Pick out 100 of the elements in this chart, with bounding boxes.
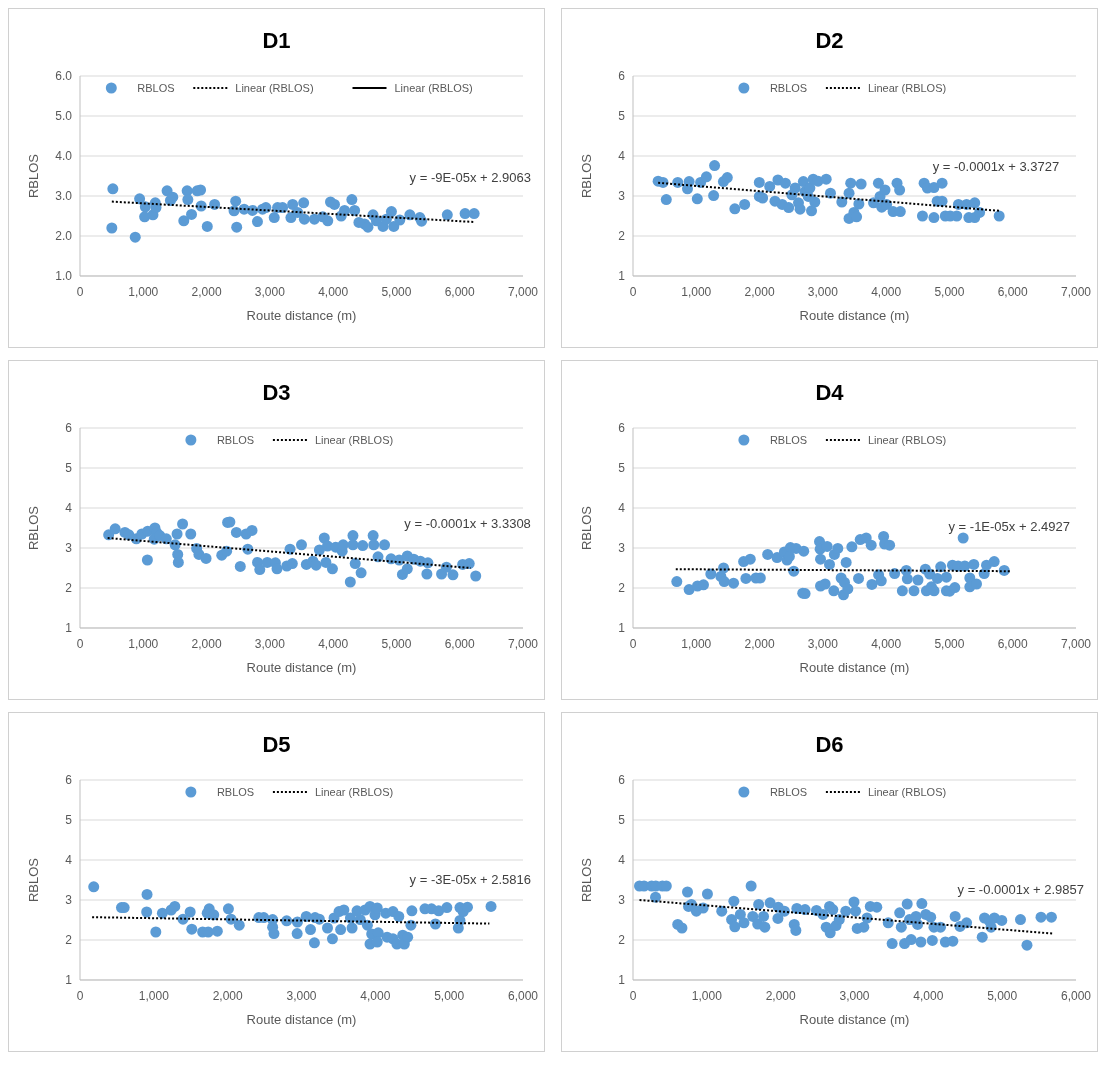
x-tick-label: 4,000 bbox=[913, 989, 944, 1003]
legend-label: RBLOS bbox=[216, 433, 255, 446]
legend-label: Linear (RBLOS) bbox=[235, 81, 314, 94]
y-tick-label: 5.0 bbox=[55, 109, 73, 124]
annotation: y = -1E-05x + 2.4927 bbox=[948, 519, 1070, 535]
y-tick-label: 5 bbox=[618, 461, 626, 476]
y-tick-label: 5 bbox=[618, 813, 626, 828]
annotation: y = -3E-05x + 2.5816 bbox=[409, 871, 531, 887]
x-tick-label: 5,000 bbox=[934, 637, 965, 651]
y-axis-title: RBLOS bbox=[26, 153, 41, 199]
x-tick-label: 1,000 bbox=[128, 285, 159, 299]
x-tick-label: 0 bbox=[76, 637, 84, 651]
y-tick-label: 4.0 bbox=[55, 149, 73, 164]
y-axis-title: RBLOS bbox=[579, 153, 594, 199]
x-tick-label: 1,000 bbox=[681, 637, 712, 651]
x-tick-label: 2,000 bbox=[191, 637, 222, 651]
y-axis-title: RBLOS bbox=[579, 857, 594, 903]
x-tick-label: 3,000 bbox=[807, 285, 839, 299]
x-tick-label: 2,000 bbox=[212, 989, 244, 1003]
x-tick-label: 2,000 bbox=[765, 989, 797, 1003]
x-tick-label: 1,000 bbox=[138, 989, 170, 1003]
annotation: y = -9E-05x + 2.9063 bbox=[409, 170, 531, 185]
chart-title: D5 bbox=[262, 732, 291, 757]
x-tick-label: 1,000 bbox=[691, 989, 723, 1003]
x-axis-title: Route distance (m) bbox=[246, 660, 357, 675]
legend-label: Linear (RBLOS) bbox=[314, 785, 394, 798]
y-tick-label: 2 bbox=[618, 229, 626, 244]
x-tick-label: 6,000 bbox=[444, 637, 476, 651]
y-tick-label: 4 bbox=[65, 853, 73, 868]
legend-label: Linear (RBLOS) bbox=[314, 433, 394, 446]
x-tick-label: 0 bbox=[76, 989, 84, 1003]
legend-label: Linear (RBLOS) bbox=[394, 81, 473, 94]
chart-title: D2 bbox=[815, 28, 844, 53]
y-axis-title: RBLOS bbox=[579, 505, 594, 551]
y-tick-label: 1 bbox=[65, 973, 73, 988]
x-tick-label: 4,000 bbox=[318, 285, 349, 299]
x-tick-label: 5,000 bbox=[934, 285, 965, 299]
y-tick-label: 3.0 bbox=[55, 189, 73, 204]
legend-label: RBLOS bbox=[216, 785, 255, 798]
y-tick-label: 6 bbox=[65, 773, 73, 788]
x-tick-label: 2,000 bbox=[744, 285, 775, 299]
y-axis-title: RBLOS bbox=[26, 857, 41, 903]
x-tick-label: 5,000 bbox=[381, 637, 412, 651]
y-tick-label: 2 bbox=[65, 933, 73, 948]
y-tick-label: 3 bbox=[618, 189, 626, 204]
y-tick-label: 3 bbox=[618, 541, 626, 556]
x-tick-label: 6,000 bbox=[444, 285, 476, 299]
y-tick-label: 1 bbox=[65, 621, 73, 636]
annotation: y = -0.0001x + 3.3308 bbox=[404, 516, 531, 531]
y-tick-label: 5 bbox=[618, 109, 626, 124]
x-tick-label: 5,000 bbox=[434, 989, 465, 1003]
x-axis-title: Route distance (m) bbox=[246, 308, 357, 323]
legend-label: RBLOS bbox=[769, 81, 808, 94]
y-tick-label: 6 bbox=[618, 69, 626, 84]
x-tick-label: 0 bbox=[76, 285, 84, 299]
y-tick-label: 5 bbox=[65, 461, 73, 476]
legend-label: RBLOS bbox=[769, 785, 808, 798]
y-tick-label: 1 bbox=[618, 973, 626, 988]
y-tick-label: 4 bbox=[618, 853, 626, 868]
x-tick-label: 1,000 bbox=[681, 285, 712, 299]
x-tick-label: 0 bbox=[629, 989, 637, 1003]
y-tick-label: 6 bbox=[618, 421, 626, 436]
x-tick-label: 1,000 bbox=[128, 637, 159, 651]
y-tick-label: 6.0 bbox=[55, 69, 73, 84]
x-tick-label: 3,000 bbox=[807, 637, 839, 651]
legend-label: Linear (RBLOS) bbox=[867, 785, 947, 798]
y-tick-label: 2 bbox=[618, 581, 626, 596]
x-tick-label: 5,000 bbox=[987, 989, 1018, 1003]
annotation: y = -0.0001x + 2.9857 bbox=[957, 881, 1084, 897]
x-axis-title: Route distance (m) bbox=[799, 1012, 910, 1027]
y-tick-label: 1 bbox=[618, 621, 626, 636]
y-tick-label: 4 bbox=[618, 149, 626, 164]
x-tick-label: 7,000 bbox=[507, 285, 539, 299]
x-tick-label: 5,000 bbox=[381, 285, 412, 299]
x-tick-label: 4,000 bbox=[318, 637, 349, 651]
x-tick-label: 6,000 bbox=[997, 637, 1029, 651]
chart-title: D6 bbox=[815, 732, 844, 757]
x-tick-label: 0 bbox=[629, 285, 637, 299]
x-tick-label: 4,000 bbox=[360, 989, 391, 1003]
y-tick-label: 3 bbox=[65, 893, 73, 908]
x-axis-title: Route distance (m) bbox=[799, 308, 910, 323]
y-tick-label: 4 bbox=[65, 501, 73, 516]
y-tick-label: 1 bbox=[618, 269, 626, 284]
y-axis-title: RBLOS bbox=[26, 505, 41, 551]
legend-label: Linear (RBLOS) bbox=[867, 433, 947, 446]
y-tick-label: 6 bbox=[65, 421, 73, 436]
x-axis-title: Route distance (m) bbox=[246, 1012, 357, 1027]
y-tick-label: 1.0 bbox=[55, 269, 73, 284]
x-tick-label: 0 bbox=[629, 637, 637, 651]
chart-title: D3 bbox=[262, 380, 291, 405]
x-tick-label: 6,000 bbox=[1060, 989, 1092, 1003]
y-tick-label: 6 bbox=[618, 773, 626, 788]
x-tick-label: 6,000 bbox=[997, 285, 1029, 299]
annotation: y = -0.0001x + 3.3727 bbox=[932, 158, 1060, 174]
x-tick-label: 3,000 bbox=[839, 989, 870, 1003]
x-tick-label: 6,000 bbox=[507, 989, 539, 1003]
chart-title: D4 bbox=[815, 380, 845, 405]
x-tick-label: 2,000 bbox=[744, 637, 775, 651]
y-tick-label: 2 bbox=[618, 933, 626, 948]
x-tick-label: 7,000 bbox=[1060, 285, 1092, 299]
